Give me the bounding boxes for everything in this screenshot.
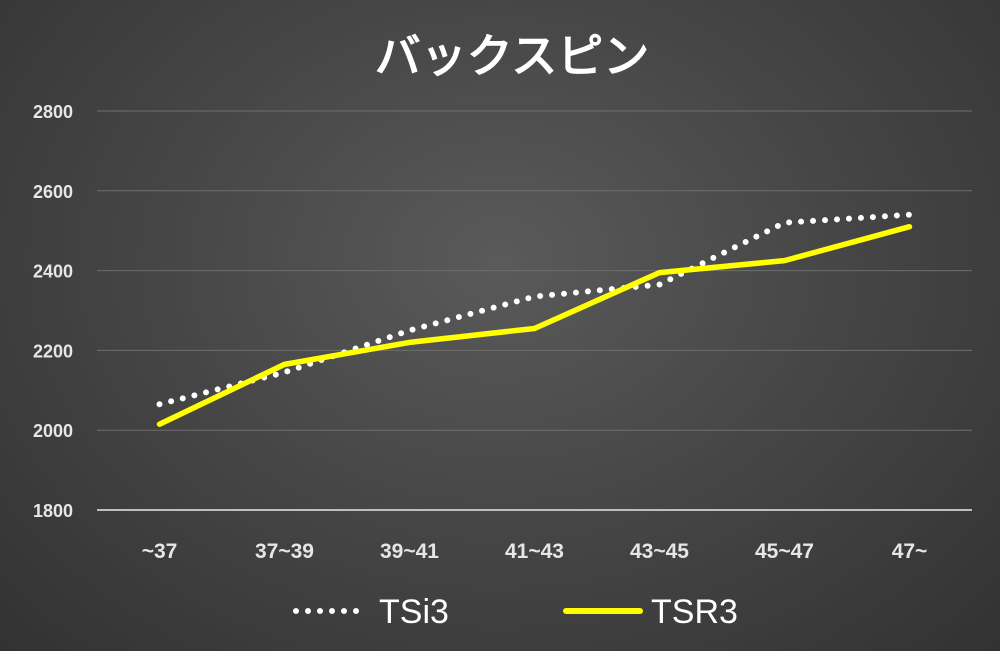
y-tick-label: 1800 — [33, 501, 73, 521]
series-line-tsr3 — [156, 223, 913, 427]
chart-title: バックスピン — [375, 29, 650, 83]
x-tick-label: 39~41 — [380, 540, 439, 563]
y-tick-label: 2200 — [33, 341, 73, 361]
x-tick-label: 37~39 — [255, 540, 314, 563]
legend: TSi3 TSR3 — [293, 593, 738, 631]
gridlines — [97, 110, 972, 511]
y-tick-label: 2000 — [33, 421, 73, 441]
x-tick-label: 47~ — [892, 540, 928, 563]
x-tick-label: 45~47 — [755, 540, 814, 563]
y-axis-ticks: 1800 2000 2200 2400 2600 2800 — [33, 102, 73, 521]
x-axis-ticks: ~37 37~39 39~41 41~43 43~45 45~47 47~ — [142, 540, 928, 563]
y-tick-label: 2400 — [33, 262, 73, 282]
legend-label-tsi3: TSi3 — [379, 593, 449, 631]
x-tick-label: ~37 — [142, 540, 178, 563]
legend-label-tsr3: TSR3 — [651, 593, 738, 631]
x-tick-label: 41~43 — [505, 540, 564, 563]
y-tick-label: 2600 — [33, 182, 73, 202]
y-tick-label: 2800 — [33, 102, 73, 122]
series-lines — [156, 211, 913, 427]
series-line-tsi3 — [156, 211, 913, 408]
x-tick-label: 43~45 — [630, 540, 689, 563]
